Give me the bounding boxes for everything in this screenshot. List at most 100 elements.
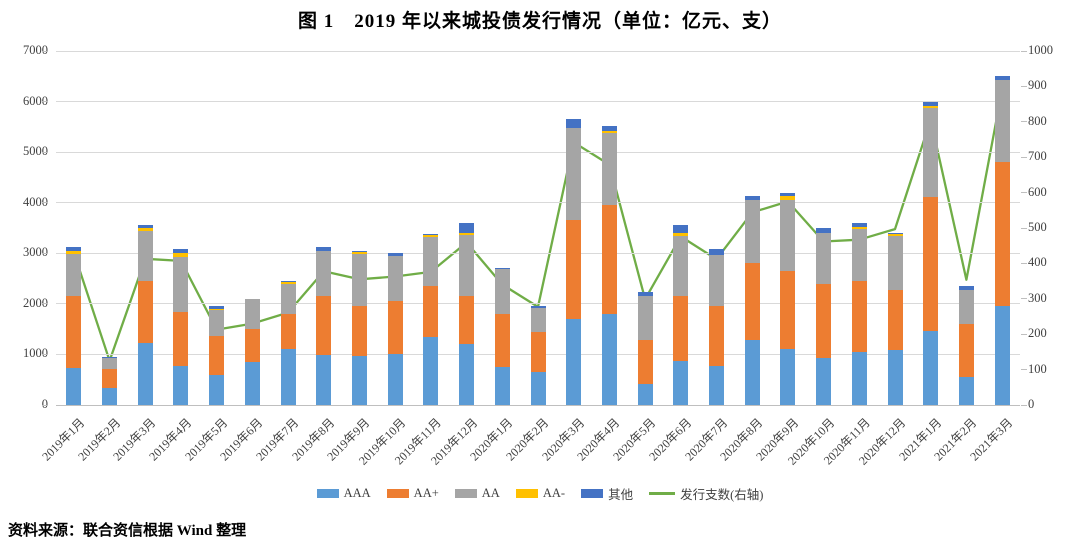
left-axis-tick — [42, 404, 48, 406]
left-axis-tick — [42, 303, 48, 305]
bar-segment-AAA — [530, 372, 546, 405]
legend-label: AAA — [343, 486, 371, 500]
bar-segment-其他 — [994, 76, 1010, 80]
right-axis-tick — [1021, 156, 1027, 158]
left-axis-tick-label: 7000 — [23, 43, 48, 57]
left-axis-tick-label: 1000 — [23, 346, 48, 361]
bar-segment-其他 — [887, 233, 903, 235]
bar-segment-AA — [387, 255, 403, 302]
bar-segment-AA- — [780, 195, 796, 200]
bar-segment-AAA — [637, 383, 653, 405]
legend-item-AA: AA — [454, 486, 500, 501]
bar-segment-其他 — [280, 281, 296, 283]
bar-segment-AA+ — [244, 329, 260, 363]
bar-segment-其他 — [494, 267, 510, 270]
x-axis-labels: 2019年1月 2019年2月 2019年3月 2019年4月 2019年5月 2019年… — [39, 408, 1020, 480]
bar-segment-AA+ — [102, 368, 118, 388]
right-axis-tick-label: 900 — [1028, 78, 1047, 93]
gridline — [56, 50, 1020, 52]
legend-label: AA+ — [413, 486, 439, 500]
gridline — [56, 252, 1020, 254]
legend-color-swatch — [386, 489, 409, 498]
legend-color-swatch — [581, 489, 604, 498]
right-axis-tick — [1021, 192, 1027, 194]
legend-label: AA- — [542, 486, 566, 500]
bar-segment-其他 — [173, 249, 189, 254]
gridline — [56, 151, 1020, 153]
bar-segment-AA+ — [709, 306, 725, 366]
source-note: 资料来源：联合资信根据 Wind 整理 — [8, 523, 247, 539]
bar-segment-其他 — [530, 306, 546, 308]
bar-segment-AA+ — [566, 220, 582, 320]
bar-segment-其他 — [351, 250, 367, 253]
right-axis-tick-label: 400 — [1028, 255, 1047, 270]
bar-segment-AA- — [601, 131, 617, 134]
left-axis-tick — [42, 101, 48, 103]
right-axis-tick-label: 1000 — [1028, 43, 1053, 57]
bar-segment-AAA — [387, 354, 403, 405]
bar-segment-AA+ — [387, 301, 403, 355]
bar-segment-AA+ — [816, 283, 832, 358]
right-axis-tick-label: 700 — [1028, 149, 1047, 164]
left-axis-tick-label: 4000 — [23, 194, 48, 209]
bar-segment-AA — [887, 235, 903, 290]
bar-segment-AA — [137, 230, 153, 282]
bar-segment-其他 — [851, 222, 867, 227]
bar-segment-AA — [601, 133, 617, 206]
right-axis-tick — [1021, 404, 1027, 406]
bar-segment-AAA — [923, 330, 939, 405]
bar-segment-AA — [280, 283, 296, 314]
right-axis: 0 100 200 300 400 500 600 700 800 900 1000 — [1028, 43, 1074, 411]
bar-segment-其他 — [673, 225, 689, 234]
bar-segment-其他 — [459, 222, 475, 234]
bar-segment-AA+ — [958, 324, 974, 377]
bar-segment-AAA — [816, 357, 832, 405]
legend-label: AA — [481, 486, 500, 500]
left-axis-tick-label: 5000 — [23, 144, 48, 159]
left-axis-tick-label: 6000 — [23, 93, 48, 108]
bar-segment-AA- — [137, 228, 153, 231]
bar-segment-AA- — [280, 282, 296, 284]
bar-segment-AA — [780, 199, 796, 271]
bar-segment-其他 — [958, 285, 974, 290]
bar-segment-AA+ — [66, 296, 82, 369]
bar-segment-AA+ — [316, 296, 332, 356]
bar-segment-其他 — [316, 247, 332, 251]
legend-color-swatch — [316, 489, 339, 498]
bar-segment-AA — [173, 257, 189, 312]
bar-segment-AAA — [66, 368, 82, 405]
gridline — [56, 101, 1020, 103]
left-axis-tick-label: 3000 — [23, 245, 48, 260]
bar-segment-AA — [744, 199, 760, 264]
bar-segment-AA+ — [423, 286, 439, 337]
bar-segment-AAA — [137, 342, 153, 405]
bar-segment-AA — [851, 229, 867, 282]
bar-segment-AAA — [209, 374, 225, 405]
bar-segment-其他 — [637, 292, 653, 297]
bar-segment-AA- — [423, 235, 439, 238]
bar-segment-AAA — [280, 349, 296, 405]
bar-segment-AAA — [744, 340, 760, 405]
bar-segment-AA- — [66, 250, 82, 254]
bar-segment-AA — [994, 79, 1010, 163]
bar-segment-AA- — [351, 252, 367, 254]
bar-segment-AA- — [173, 253, 189, 258]
right-axis-tick — [1021, 85, 1027, 87]
left-axis-tick-label: 2000 — [23, 295, 48, 310]
right-axis-tick — [1021, 121, 1027, 123]
bar-segment-AA+ — [994, 162, 1010, 307]
left-axis-tick — [42, 252, 48, 254]
bar-segment-AAA — [459, 344, 475, 405]
left-axis-tick — [42, 202, 48, 204]
right-axis-tick-label: 0 — [1028, 397, 1035, 411]
bar-segment-AA — [637, 296, 653, 341]
bar-segment-AAA — [351, 356, 367, 405]
gridline — [56, 303, 1020, 305]
bar-segment-AAA — [316, 355, 332, 405]
legend-item-发行支数(右轴): 发行支数(右轴) — [649, 484, 763, 503]
bar-segment-其他 — [601, 126, 617, 132]
bar-segment-AAA — [244, 362, 260, 405]
bar-segment-AA+ — [851, 281, 867, 352]
bar-segment-AA+ — [209, 336, 225, 375]
